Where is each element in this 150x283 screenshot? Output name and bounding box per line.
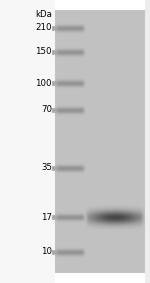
Text: 210: 210: [36, 23, 52, 33]
Text: 150: 150: [36, 48, 52, 57]
Text: 35: 35: [41, 164, 52, 173]
Text: 10: 10: [41, 248, 52, 256]
Text: 100: 100: [36, 78, 52, 87]
Text: kDa: kDa: [35, 10, 52, 19]
Text: 17: 17: [41, 213, 52, 222]
Text: 70: 70: [41, 106, 52, 115]
